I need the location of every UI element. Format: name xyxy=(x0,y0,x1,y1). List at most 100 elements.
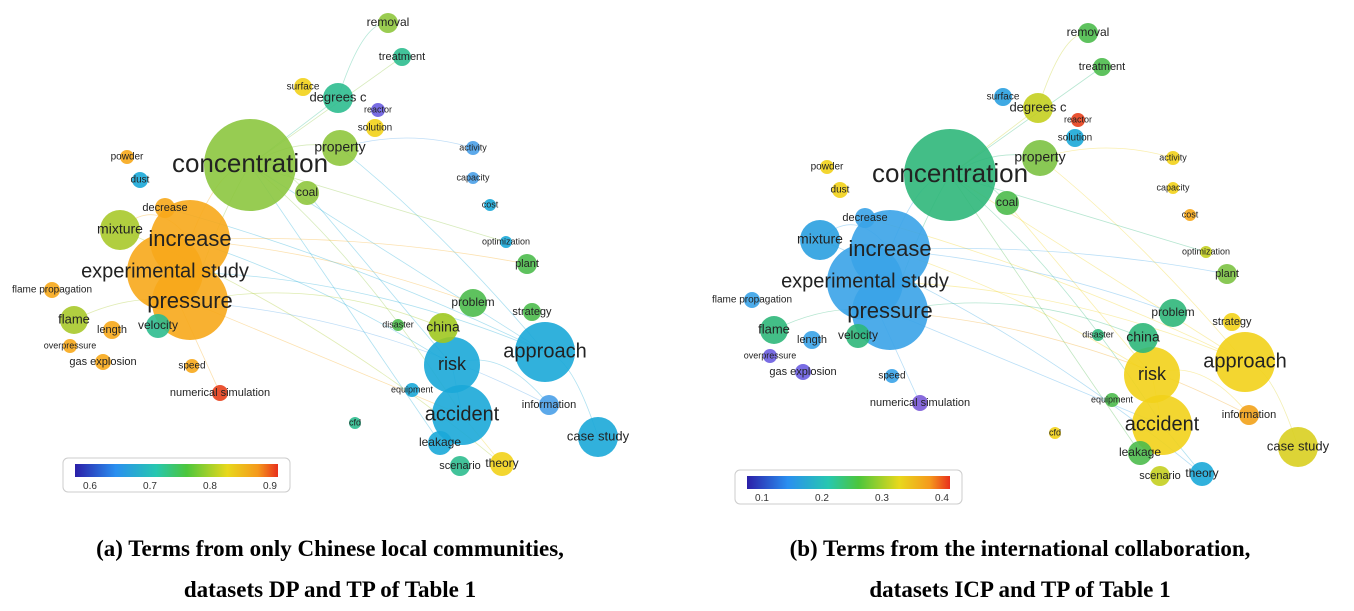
caption: (a) Terms from only Chinese local commun… xyxy=(96,536,564,561)
term-node xyxy=(800,220,840,260)
term-label: dust xyxy=(831,185,850,196)
term-node xyxy=(832,182,848,198)
term-node xyxy=(295,181,319,205)
term-node xyxy=(1200,246,1212,258)
edge xyxy=(889,311,1163,426)
edge xyxy=(189,301,463,416)
term-node xyxy=(1105,393,1119,407)
term-label: flame xyxy=(758,321,790,336)
term-label: scenario xyxy=(1139,470,1181,482)
term-label: equipment xyxy=(1091,394,1134,404)
term-node xyxy=(904,129,996,221)
term-label: length xyxy=(797,334,827,346)
term-node xyxy=(490,452,514,476)
term-node xyxy=(371,103,385,117)
term-label: velocity xyxy=(138,318,178,332)
term-label: strategy xyxy=(512,306,552,318)
term-node xyxy=(1071,113,1085,127)
edge xyxy=(889,248,1228,275)
term-node xyxy=(450,456,470,476)
term-label: treatment xyxy=(1079,61,1125,73)
term-label: plant xyxy=(515,258,539,270)
term-label: increase xyxy=(848,236,931,261)
term-label: decrease xyxy=(142,202,187,214)
term-node xyxy=(103,321,121,339)
term-node xyxy=(912,395,928,411)
term-node xyxy=(60,306,88,334)
colorbar-tick: 0.4 xyxy=(935,493,949,504)
term-node xyxy=(95,354,111,370)
term-node xyxy=(500,236,512,248)
term-label: mixture xyxy=(97,221,143,237)
term-label: experimental study xyxy=(781,270,949,292)
term-node xyxy=(803,331,821,349)
term-node xyxy=(995,191,1019,215)
term-label: activity xyxy=(1159,152,1187,162)
term-label: powder xyxy=(111,152,144,163)
term-node xyxy=(459,289,487,317)
term-node xyxy=(763,349,777,363)
term-node xyxy=(366,119,384,137)
term-label: activity xyxy=(459,142,487,152)
term-node xyxy=(204,119,296,211)
term-label: capacity xyxy=(1156,182,1190,192)
colorbar-tick: 0.3 xyxy=(875,493,889,504)
edge xyxy=(889,311,1250,416)
term-node xyxy=(1217,264,1237,284)
term-label: concentration xyxy=(172,148,328,178)
term-label: increase xyxy=(148,226,231,251)
term-node xyxy=(100,210,140,250)
term-label: concentration xyxy=(872,158,1028,188)
term-node xyxy=(152,264,228,340)
term-node xyxy=(539,395,559,415)
colorbar-tick: 0.8 xyxy=(203,481,217,492)
edge xyxy=(864,281,1246,363)
term-node xyxy=(1066,129,1084,147)
term-label: cfd xyxy=(349,417,361,427)
caption: (b) Terms from the international collabo… xyxy=(790,536,1251,561)
term-label: cost xyxy=(1182,209,1199,219)
term-node xyxy=(405,383,419,397)
term-node xyxy=(1128,323,1158,353)
term-node xyxy=(212,385,228,401)
term-node xyxy=(1049,427,1061,439)
term-label: flame propagation xyxy=(12,285,92,296)
term-label: strategy xyxy=(1212,316,1252,328)
term-node xyxy=(349,417,361,429)
term-label: speed xyxy=(878,371,905,382)
term-label: property xyxy=(1014,149,1065,165)
term-label: experimental study xyxy=(81,260,249,282)
term-node xyxy=(1124,347,1180,403)
colorbar-tick: 0.7 xyxy=(143,481,157,492)
term-label: speed xyxy=(178,361,205,372)
term-label: coal xyxy=(296,185,318,199)
term-node xyxy=(515,322,575,382)
term-label: theory xyxy=(485,456,518,470)
term-label: information xyxy=(522,399,576,411)
term-node xyxy=(1132,395,1192,455)
colorbar-tick: 0.2 xyxy=(815,493,829,504)
colorbar-tick: 0.1 xyxy=(755,493,769,504)
term-label: cfd xyxy=(1049,427,1061,437)
term-node xyxy=(1278,427,1318,467)
term-label: case study xyxy=(567,428,630,443)
term-label: removal xyxy=(367,15,410,29)
term-node xyxy=(185,359,199,373)
term-node xyxy=(120,150,134,164)
term-label: treatment xyxy=(379,51,425,63)
colorbar-tick: 0.6 xyxy=(83,481,97,492)
term-label: pressure xyxy=(147,288,233,313)
term-node xyxy=(294,78,312,96)
term-label: risk xyxy=(1138,364,1167,384)
term-node xyxy=(994,88,1012,106)
term-label: information xyxy=(1222,409,1276,421)
nodes xyxy=(44,13,1318,486)
term-node xyxy=(1092,329,1104,341)
term-node xyxy=(155,198,175,218)
term-label: numerical simulation xyxy=(870,397,970,409)
term-node xyxy=(392,319,404,331)
term-label: equipment xyxy=(391,384,434,394)
term-label: gas explosion xyxy=(69,356,136,368)
term-label: overpressure xyxy=(44,340,97,350)
